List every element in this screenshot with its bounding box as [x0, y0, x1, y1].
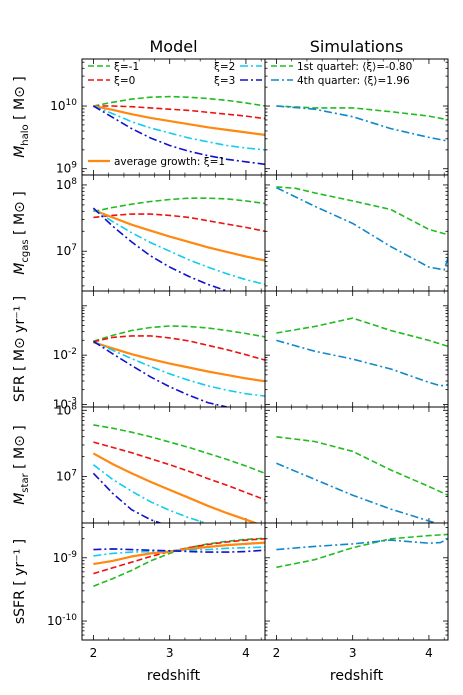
y-axis-label: sSFR [ yr⁻¹ ]	[12, 539, 28, 624]
series-line-xi-0	[93, 538, 265, 575]
panel-sim-row-5	[264, 522, 449, 641]
series-line-xi-3	[92, 105, 265, 166]
x-tick-label: 2	[90, 646, 98, 660]
panel-frame	[264, 406, 449, 524]
x-tick-label: 3	[349, 646, 357, 660]
legend-sim: 1st quarter: ⟨ξ⟩=-0.80 4th quarter: ⟨ξ⟩=1…	[271, 61, 412, 87]
panel-model-row-4: 107 108	[56, 402, 266, 524]
series-line-q1	[276, 317, 448, 348]
x-axis-label: redshift	[147, 668, 201, 684]
panel-sim-row-4	[264, 406, 449, 524]
series-line-q4	[276, 105, 448, 142]
series-line-avg	[93, 209, 265, 262]
y-axis-label: Mhalo [ M⊙ ]	[12, 76, 31, 158]
series-line-avg	[92, 452, 259, 523]
series-line-xi-2	[92, 208, 265, 286]
x-tick-label: 4	[425, 646, 433, 660]
series-line-q1	[276, 533, 448, 569]
column-title-model: Model	[149, 37, 197, 56]
series-line-q1	[276, 186, 448, 236]
y-axis-label: SFR [ M⊙ yr⁻¹ ]	[12, 296, 28, 402]
y-tick-label: 107	[56, 469, 77, 484]
panel-frame	[264, 290, 449, 408]
x-tick-label: 2	[273, 646, 281, 660]
y-tick-label: 10-9	[53, 550, 78, 565]
x-axis-label: redshift	[330, 668, 384, 684]
panel-model-row-2: 107 108	[56, 174, 266, 292]
series-line-xi-2	[93, 105, 265, 151]
panel-sim-row-3	[264, 290, 449, 408]
y-tick-label: 109	[56, 161, 77, 176]
series-line-xi--1	[93, 197, 265, 213]
series-line-avg	[93, 341, 265, 383]
series-line-xi-3	[93, 548, 265, 553]
legend-label: average growth: ξ=1	[114, 156, 225, 168]
series-line-xi-3	[92, 207, 228, 291]
y-tick-label: 10-2	[53, 347, 77, 362]
series-line-q4	[276, 339, 448, 387]
panel-model-row-3: 10-3 10-2	[53, 290, 266, 412]
series-line-q4	[276, 462, 440, 523]
legend-label: ξ=2	[214, 61, 235, 73]
y-tick-label: 107	[56, 243, 77, 258]
series-line-avg	[93, 541, 265, 566]
series-line-avg	[93, 104, 265, 136]
panel-frame	[264, 522, 449, 641]
y-axis-label: Mstar [ M⊙ ]	[12, 425, 31, 505]
panel-frame	[264, 174, 449, 292]
legend-label: ξ=3	[214, 75, 235, 87]
legend-label: ξ=-1	[114, 61, 139, 73]
panel-frame	[81, 174, 266, 292]
series-line-xi-3	[92, 472, 163, 523]
column-title-simulations: Simulations	[310, 37, 404, 56]
panel-model-row-1: 109 1010	[50, 58, 266, 176]
series-line-q1	[276, 105, 448, 121]
panel-model-row-5: 10-10 10-9	[47, 522, 266, 641]
legend-label: 4th quarter: ⟨ξ⟩=1.96	[297, 75, 410, 87]
y-tick-label: 1010	[50, 98, 77, 113]
series-line-xi-0	[93, 105, 265, 120]
legend-label: ξ=0	[114, 75, 135, 87]
series-line-xi--1	[93, 95, 265, 107]
legend-model: ξ=-1 ξ=0 ξ=2 ξ=3 average growth: ξ=1	[88, 61, 262, 168]
y-axis-label: Mcgas [ M⊙ ]	[12, 191, 31, 274]
x-tick-label: 4	[242, 646, 250, 660]
series-line-q4	[276, 538, 448, 551]
legend-label: 1st quarter: ⟨ξ⟩=-0.80	[297, 61, 412, 73]
series-line-q4	[276, 186, 448, 271]
series-line-xi-2	[93, 341, 265, 397]
series-line-xi--1	[93, 424, 265, 475]
y-tick-label: 10-3	[53, 397, 77, 412]
y-tick-label: 108	[56, 402, 77, 417]
series-line-xi--1	[93, 325, 265, 343]
series-line-xi-0	[93, 441, 265, 501]
panel-frame	[81, 406, 266, 524]
series-line-xi-0	[93, 335, 265, 361]
series-line-q1	[276, 436, 448, 496]
x-tick-label: 3	[166, 646, 174, 660]
y-tick-label: 10-10	[47, 613, 77, 628]
y-tick-label: 108	[56, 177, 77, 192]
panel-sim-row-2	[264, 174, 449, 292]
series-line-xi-0	[93, 213, 265, 233]
